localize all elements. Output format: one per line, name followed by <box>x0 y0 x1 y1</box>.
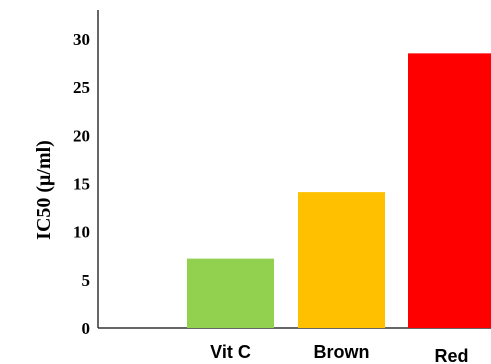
y-tick-label: 10 <box>73 223 90 242</box>
y-tick-label: 25 <box>73 78 90 97</box>
bar-brown <box>298 192 385 328</box>
y-tick-label: 30 <box>73 30 90 49</box>
category-labels: Vit C Brown Red <box>210 342 468 364</box>
y-tick-label: 5 <box>82 271 91 290</box>
bars <box>187 53 491 328</box>
bar-red <box>408 53 491 328</box>
bar-vit-c <box>187 258 274 328</box>
y-tick-label: 15 <box>73 174 90 193</box>
x-category-label: Brown <box>314 342 370 362</box>
y-tick-label: 0 <box>82 319 91 338</box>
y-axis-ticks: 0 5 10 15 20 25 30 <box>73 30 90 338</box>
y-axis-title: IC50 (μ/ml) <box>33 140 55 240</box>
x-category-label: Vit C <box>210 342 251 362</box>
x-category-label: Red <box>434 346 468 364</box>
y-tick-label: 20 <box>73 126 90 145</box>
